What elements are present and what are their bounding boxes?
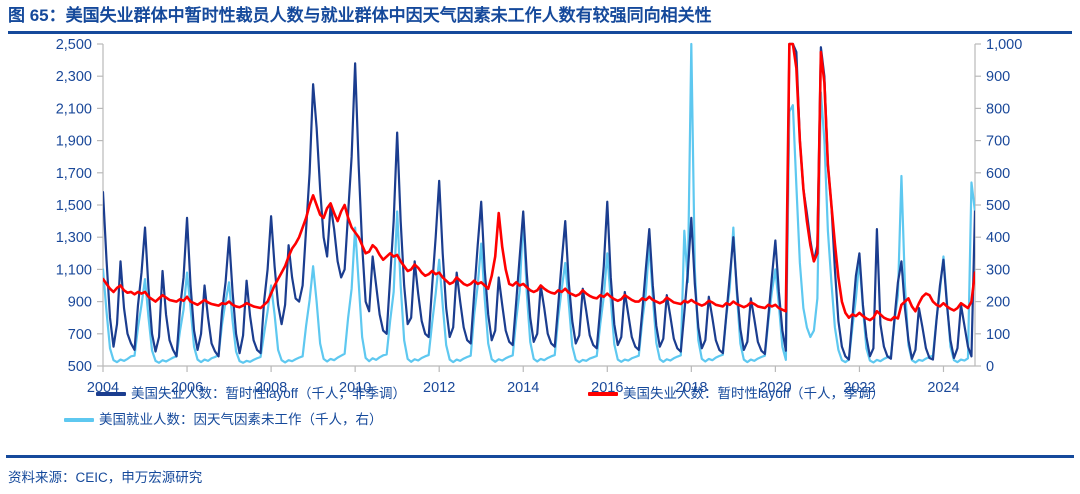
y-right-tick-label: 500 (986, 198, 1010, 214)
x-tick-label: 2024 (927, 380, 959, 396)
y-left-tick-label: 2,300 (56, 69, 92, 85)
series-line-lightblue (103, 42, 975, 364)
page-title: 图 65：美国失业群体中暂时性裁员人数与就业群体中因天气因素未工作人数有较强同向… (8, 6, 712, 25)
title-block: 图 65：美国失业群体中暂时性裁员人数与就业群体中因天气因素未工作人数有较强同向… (0, 0, 1080, 36)
tick-label-layer: 500 700 900 1,100 1,300 1,500 1,700 1,900 2,100 2… (56, 37, 1023, 396)
x-tick-label: 2018 (675, 380, 707, 396)
y-left-tick-label: 1,700 (56, 166, 92, 182)
y-left-tick-label: 900 (68, 295, 92, 311)
legend-label-red: 美国失业人数：暂时性layoff（千人，季调） (623, 386, 885, 401)
y-right-tick-label: 200 (986, 295, 1010, 311)
y-left-tick-label: 1,900 (56, 134, 92, 150)
source-note: 资料来源：CEIC，申万宏源研究 (8, 470, 203, 485)
axis-layer (97, 43, 981, 372)
x-tick-label: 2006 (171, 380, 203, 396)
y-left-tick-label: 2,500 (56, 37, 92, 53)
x-tick-label: 2010 (339, 380, 371, 396)
legend-swatch-red (588, 392, 618, 396)
legend-item-lightblue[interactable]: 美国就业人数：因天气因素未工作（千人，右） (64, 412, 383, 428)
footer-divider (6, 455, 1074, 458)
legend-item-red[interactable]: 美国失业人数：暂时性layoff（千人，季调） (588, 386, 885, 402)
x-tick-label: 2020 (759, 380, 791, 396)
legend-swatch-navy (96, 392, 126, 396)
y-left-tick-label: 1,300 (56, 230, 92, 246)
y-right-tick-label: 700 (986, 134, 1010, 150)
y-left-tick-label: 2,100 (56, 101, 92, 117)
x-tick-label: 2022 (843, 380, 875, 396)
legend-swatch-lightblue (64, 418, 94, 422)
y-right-tick-label: 1,000 (986, 37, 1022, 53)
x-tick-label: 2014 (507, 380, 539, 396)
y-right-tick-label: 300 (986, 262, 1010, 278)
y-right-tick-label: 400 (986, 230, 1010, 246)
legend-label-lightblue: 美国就业人数：因天气因素未工作（千人，右） (99, 412, 383, 427)
y-right-tick-label: 100 (986, 327, 1010, 343)
chart-svg: 500 700 900 1,100 1,300 1,500 1,700 1,900 2,100 2… (56, 37, 1023, 396)
y-right-tick-label: 900 (986, 69, 1010, 85)
y-left-tick-label: 500 (68, 359, 92, 375)
y-right-tick-label: 0 (986, 359, 994, 375)
x-tick-label: 2008 (255, 380, 287, 396)
y-right-tick-label: 800 (986, 101, 1010, 117)
x-tick-label: 2012 (423, 380, 455, 396)
legend-item-navy[interactable]: 美国失业人数：暂时性layoff（千人，非季调） (96, 386, 406, 402)
legend-label-navy: 美国失业人数：暂时性layoff（千人，非季调） (131, 386, 407, 401)
y-left-tick-label: 700 (68, 327, 92, 343)
series-layer (103, 42, 975, 364)
y-left-tick-label: 1,500 (56, 198, 92, 214)
series-line-red (103, 42, 975, 322)
chart-plot-area: 500 700 900 1,100 1,300 1,500 1,700 1,900 2,100 2… (0, 36, 1080, 448)
y-left-tick-label: 1,100 (56, 262, 92, 278)
title-divider (8, 31, 1072, 34)
y-right-tick-label: 600 (986, 166, 1010, 182)
chart-legend: 美国失业人数：暂时性layoff（千人，非季调） 美国失业人数：暂时性layof… (0, 384, 1080, 442)
